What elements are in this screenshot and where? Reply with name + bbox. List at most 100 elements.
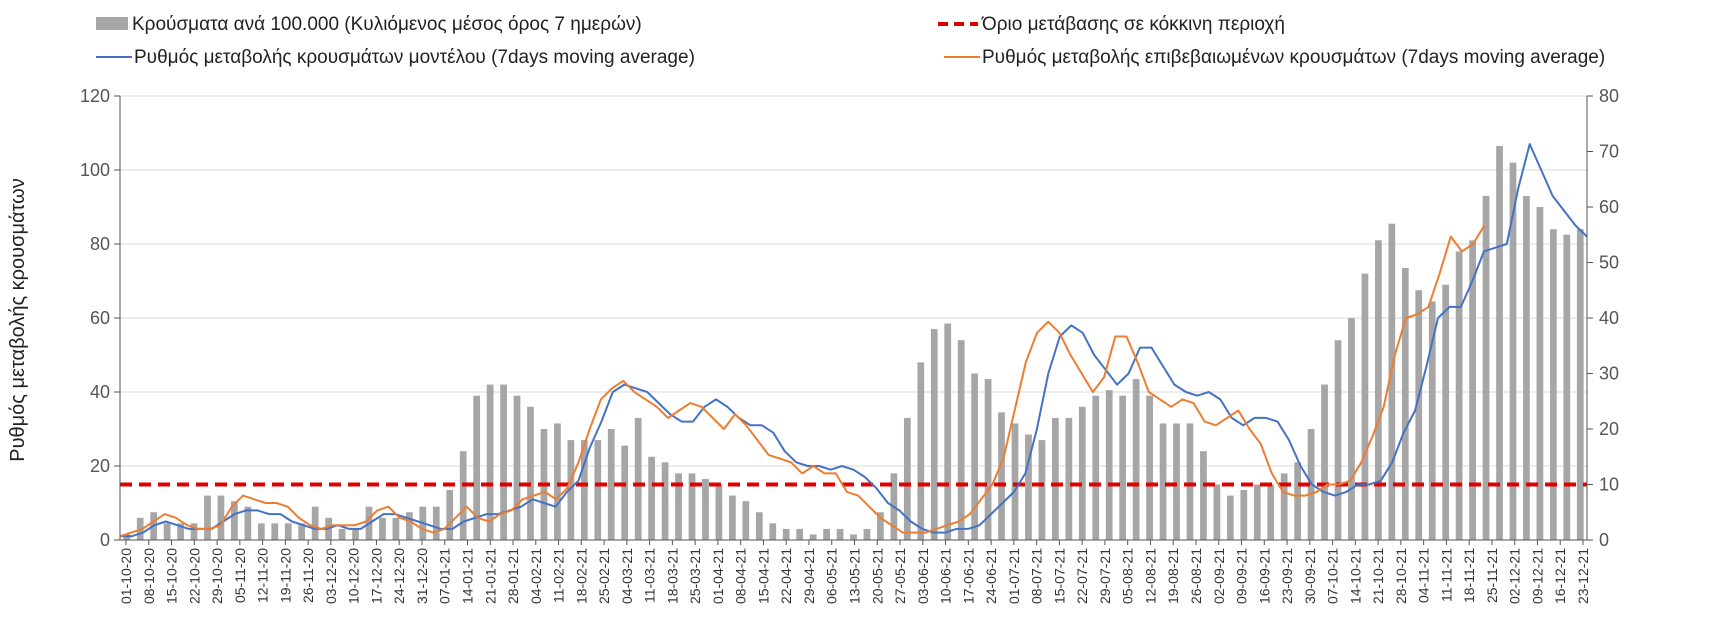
- bar-34: [580, 440, 588, 540]
- bar-101: [1482, 195, 1490, 540]
- bar-4: [177, 523, 184, 540]
- bar-89: [1321, 384, 1328, 540]
- x-tick-label-27: 08-04-21: [733, 548, 749, 604]
- bar-75: [1132, 379, 1140, 540]
- legend: Κρούσματα ανά 100.000 (Κυλιόμενος μέσος …: [96, 14, 1605, 68]
- x-tick-label-5: 05-11-20: [232, 548, 248, 603]
- bar-55: [863, 528, 871, 540]
- x-tick-label-54: 14-10-21: [1347, 548, 1363, 604]
- x-tick-label-28: 15-04-21: [755, 548, 771, 604]
- bar-30: [527, 406, 534, 540]
- bar-26: [473, 395, 481, 540]
- x-tick-label-41: 15-07-21: [1051, 548, 1067, 604]
- x-tick-label-21: 25-02-21: [596, 548, 612, 604]
- y-tick-label-120: 120: [80, 86, 110, 106]
- x-tick-label-24: 18-03-21: [664, 548, 680, 604]
- bar-102: [1496, 145, 1503, 540]
- bar-90: [1334, 340, 1342, 540]
- bar-6: [204, 495, 211, 540]
- x-tick-label-20: 18-02-21: [573, 548, 589, 604]
- x-tick-label-1: 08-10-20: [141, 548, 157, 604]
- y2-tick-label-20: 20: [1599, 419, 1619, 439]
- bar-47: [755, 512, 763, 540]
- bar-93: [1375, 240, 1382, 541]
- x-tick-label-31: 06-05-21: [824, 548, 840, 604]
- x-tick-label-7: 19-11-20: [277, 548, 293, 603]
- line-series: [119, 143, 1588, 538]
- x-tick-label-58: 11-11-21: [1438, 548, 1454, 602]
- bar-105: [1536, 207, 1544, 540]
- x-tick-label-14: 07-01-21: [437, 548, 453, 604]
- x-tick-label-10: 10-12-20: [346, 548, 362, 604]
- bar-35: [594, 440, 602, 540]
- bar-100: [1469, 240, 1476, 541]
- bar-19: [379, 517, 386, 540]
- bar-67: [1025, 434, 1032, 540]
- x-tick-label-55: 21-10-21: [1370, 548, 1386, 604]
- bar-56: [877, 512, 884, 540]
- y-axis-ticks: 0 20 40 60 80 100 120: [80, 86, 120, 550]
- bar-12: [284, 523, 292, 540]
- bar-41: [675, 473, 682, 540]
- bar-54: [850, 534, 857, 540]
- x-tick-label-49: 09-09-21: [1234, 548, 1250, 604]
- y-tick-label-80: 80: [90, 234, 110, 254]
- bar-61: [944, 323, 952, 540]
- x-tick-label-57: 04-11-21: [1416, 548, 1432, 603]
- x-tick-label-45: 12-08-21: [1142, 548, 1158, 604]
- x-tick-label-8: 26-11-20: [300, 548, 316, 603]
- bar-21: [405, 512, 413, 540]
- y-tick-label-0: 0: [100, 530, 110, 550]
- x-tick-label-40: 08-07-21: [1029, 548, 1045, 604]
- bar-92: [1361, 273, 1369, 540]
- bar-27: [486, 384, 494, 540]
- y2-tick-label-30: 30: [1599, 364, 1619, 384]
- bar-87: [1294, 462, 1302, 540]
- gridlines: [120, 95, 1587, 467]
- confirmed-rate-line: [119, 224, 1486, 538]
- bar-16: [338, 528, 346, 540]
- bar-33: [567, 440, 575, 540]
- x-tick-label-52: 30-09-21: [1302, 548, 1318, 604]
- bar-53: [836, 528, 844, 540]
- bar-79: [1186, 423, 1194, 540]
- bar-8: [231, 501, 238, 540]
- x-tick-label-9: 03-12-20: [323, 548, 339, 604]
- bar-83: [1240, 490, 1248, 540]
- bar-65: [998, 412, 1005, 540]
- bar-107: [1563, 234, 1571, 540]
- x-tick-label-29: 22-04-21: [778, 548, 794, 604]
- y2-tick-label-0: 0: [1599, 530, 1609, 550]
- bar-70: [1065, 417, 1073, 540]
- x-tick-label-2: 15-10-20: [164, 548, 180, 604]
- x-tick-label-12: 24-12-20: [391, 548, 407, 604]
- bar-103: [1509, 162, 1517, 540]
- bar-96: [1415, 290, 1423, 540]
- x-tick-label-37: 17-06-21: [960, 548, 976, 604]
- bars-series: [123, 145, 1584, 541]
- x-tick-label-19: 11-02-21: [551, 548, 567, 603]
- x-tick-label-6: 12-11-20: [255, 548, 271, 603]
- bar-17: [352, 528, 359, 540]
- bar-63: [971, 373, 978, 540]
- x-tick-label-30: 29-04-21: [801, 548, 817, 604]
- x-tick-label-43: 29-07-21: [1097, 548, 1113, 604]
- bar-58: [903, 417, 911, 540]
- bar-39: [648, 456, 655, 540]
- x-tick-label-15: 14-01-21: [459, 548, 475, 604]
- bar-77: [1159, 423, 1167, 540]
- y2-tick-label-10: 10: [1599, 475, 1619, 495]
- bar-84: [1253, 484, 1261, 540]
- bar-62: [957, 340, 965, 540]
- y2-tick-label-70: 70: [1599, 142, 1619, 162]
- x-tick-label-48: 02-09-21: [1211, 548, 1227, 604]
- bar-5: [190, 523, 198, 540]
- bar-36: [607, 429, 615, 540]
- x-tick-label-64: 23-12-21: [1575, 548, 1591, 604]
- x-tick-label-62: 09-12-21: [1529, 548, 1545, 604]
- x-tick-label-47: 26-08-21: [1188, 548, 1204, 604]
- bar-104: [1523, 195, 1530, 540]
- bar-13: [298, 523, 306, 540]
- bar-64: [984, 379, 992, 540]
- bar-97: [1428, 301, 1436, 540]
